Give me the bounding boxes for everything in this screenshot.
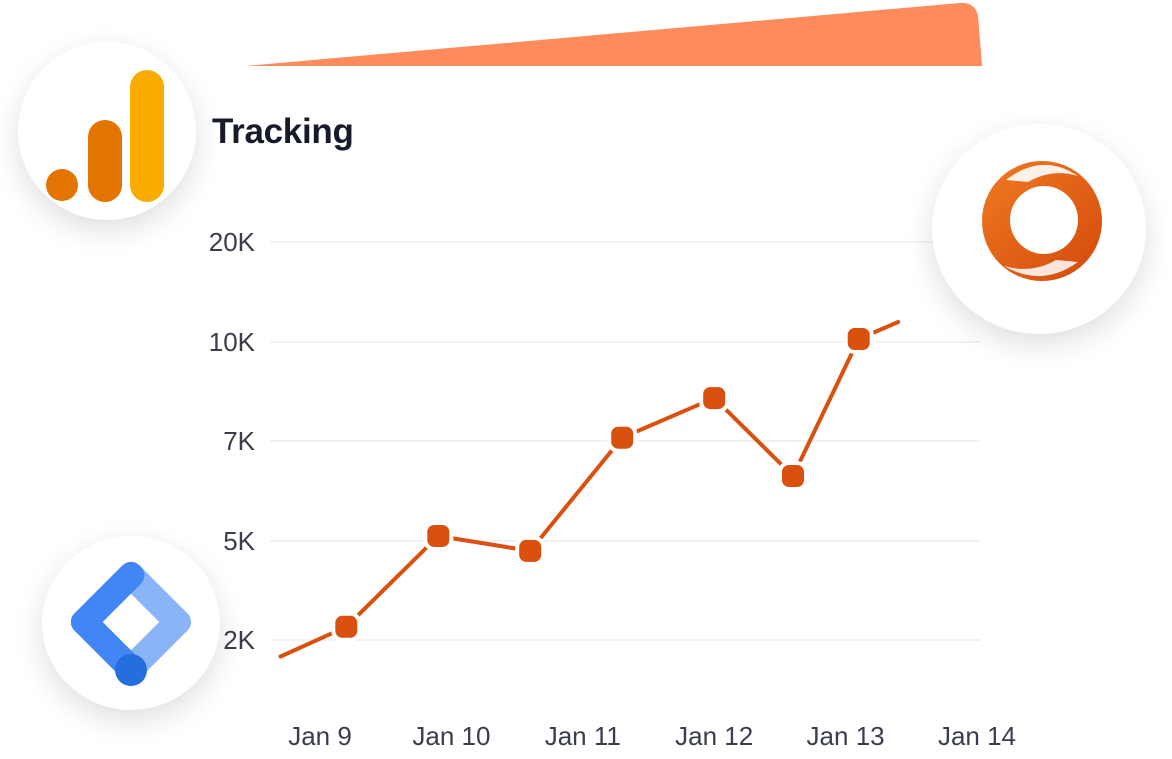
x-tick-label: Jan 14 bbox=[938, 721, 1016, 751]
analytics-bar-mid bbox=[88, 120, 122, 202]
data-points bbox=[331, 324, 874, 642]
google-tag-manager-icon bbox=[70, 561, 192, 686]
data-point bbox=[515, 535, 546, 566]
y-tick-label: 7K bbox=[223, 426, 255, 456]
data-point bbox=[331, 611, 362, 642]
analytics-dot bbox=[46, 169, 78, 201]
orange-ring-logo-icon bbox=[982, 161, 1102, 281]
y-tick-label: 20K bbox=[209, 227, 256, 257]
y-tick-label: 5K bbox=[223, 526, 255, 556]
x-tick-label: Jan 9 bbox=[288, 721, 352, 751]
data-point bbox=[607, 422, 638, 453]
x-tick-label: Jan 12 bbox=[675, 721, 753, 751]
x-tick-label: Jan 13 bbox=[807, 721, 885, 751]
data-point bbox=[778, 461, 808, 491]
data-point bbox=[843, 324, 874, 354]
tag-manager-dot bbox=[115, 654, 147, 686]
x-tick-label: Jan 11 bbox=[545, 721, 621, 751]
analytics-bar-tall bbox=[130, 70, 164, 202]
x-axis-ticks: Jan 9 Jan 10 Jan 11 Jan 12 Jan 13 Jan 14 bbox=[288, 721, 1016, 751]
data-point bbox=[423, 521, 454, 551]
google-tag-manager-badge bbox=[42, 536, 220, 710]
chart-card bbox=[120, 66, 1020, 759]
top-banner bbox=[245, 2, 982, 66]
data-point bbox=[699, 383, 730, 414]
google-analytics-badge bbox=[18, 42, 196, 220]
y-tick-label: 10K bbox=[209, 327, 256, 357]
google-analytics-icon bbox=[46, 70, 164, 202]
y-axis-ticks: 20K 10K 7K 5K 2K bbox=[209, 227, 256, 655]
series-line bbox=[278, 320, 901, 659]
chart-title: Tracking bbox=[212, 112, 354, 151]
orange-ring-logo-badge bbox=[932, 124, 1146, 334]
y-tick-label: 2K bbox=[223, 625, 255, 655]
x-tick-label: Jan 10 bbox=[412, 721, 490, 751]
banner-shape bbox=[245, 2, 982, 66]
